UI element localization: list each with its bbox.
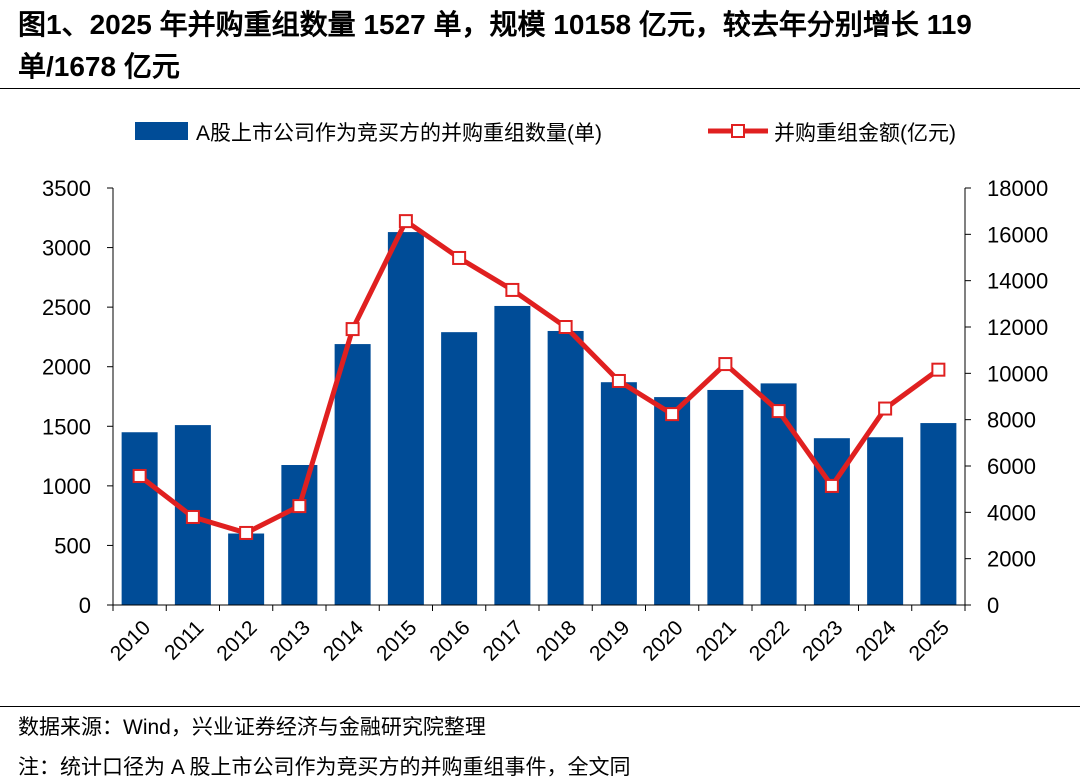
left-tick-label: 3500 [42,176,91,201]
legend-bar-swatch [135,122,188,140]
left-tick-label: 1000 [42,474,91,499]
right-tick-label: 8000 [987,408,1036,433]
x-tick-label: 2016 [425,616,474,665]
x-tick-label: 2012 [212,616,261,665]
bar-2016 [441,332,478,605]
line-marker-2023 [824,478,839,493]
bar-2012 [228,533,265,605]
line-marker-2013 [292,499,307,514]
line-marker-2017 [505,282,520,297]
bar-2013 [281,465,318,605]
bar-2018 [547,330,584,605]
legend-line-marker [731,124,745,138]
x-tick-label: 2024 [851,616,901,666]
right-tick-label: 0 [987,593,999,618]
left-tick-label: 2500 [42,295,91,320]
right-tick-label: 10000 [987,361,1048,386]
line-marker-2024 [878,401,893,416]
x-tick-label: 2017 [479,616,528,665]
line-marker-2014 [345,322,360,337]
x-tick-label: 2010 [106,616,155,665]
x-tick-label: 2022 [745,616,794,665]
x-tick-label: 2014 [319,616,369,666]
bar-2021 [707,389,744,605]
x-tick-label: 2020 [638,616,687,665]
line-marker-2011 [185,509,200,524]
bar-2024 [867,437,904,605]
right-tick-label: 16000 [987,222,1048,247]
x-tick-label: 2019 [585,616,634,665]
right-tick-label: 14000 [987,269,1048,294]
line-marker-2010 [132,468,147,483]
x-tick-label: 2025 [905,616,954,665]
bar-2022 [760,383,797,605]
left-tick-label: 500 [54,533,91,558]
legend-bar-label: A股上市公司作为竞买方的并购重组数量(单) [196,122,602,145]
right-tick-label: 4000 [987,500,1036,525]
line-marker-2020 [665,407,680,422]
line-marker-2016 [452,250,467,265]
line-marker-2025 [931,362,946,377]
legend-line-label: 并购重组金额(亿元) [774,122,956,145]
x-tick-label: 2015 [372,616,421,665]
right-tick-label: 6000 [987,454,1036,479]
amount-line [138,218,940,536]
bar-2017 [494,305,531,605]
source-divider [0,706,1080,707]
bar-2010 [121,432,158,605]
bar-2019 [600,382,637,605]
x-tick-label: 2021 [692,616,741,665]
left-tick-label: 2000 [42,355,91,380]
left-tick-label: 3000 [42,236,91,261]
x-tick-label: 2011 [160,616,208,664]
x-tick-label: 2018 [532,616,581,665]
bar-2014 [334,344,371,605]
line-marker-2019 [611,373,626,388]
source-text: 数据来源：Wind，兴业证券经济与金融研究院整理 [18,716,486,739]
right-tick-label: 18000 [987,176,1048,201]
chart-title: 图1、2025 年并购重组数量 1527 单，规模 10158 亿元，较去年分别… [18,9,972,82]
right-tick-label: 2000 [987,547,1036,572]
x-tick-label: 2013 [266,616,315,665]
line-marker-2015 [398,214,413,229]
bar-2015 [387,232,424,605]
line-marker-2022 [771,404,786,419]
note-text: 注：统计口径为 A 股上市公司作为竞买方的并购重组事件，全文同 [18,756,631,779]
left-tick-label: 1500 [42,414,91,439]
line-marker-2018 [558,320,573,334]
right-tick-label: 12000 [987,315,1048,340]
bar-2020 [654,397,691,605]
x-tick-label: 2023 [798,616,847,665]
bar-2025 [920,423,957,605]
title-divider [0,88,1080,89]
left-tick-label: 0 [79,593,91,618]
line-marker-2012 [239,525,254,540]
line-marker-2021 [718,357,733,372]
